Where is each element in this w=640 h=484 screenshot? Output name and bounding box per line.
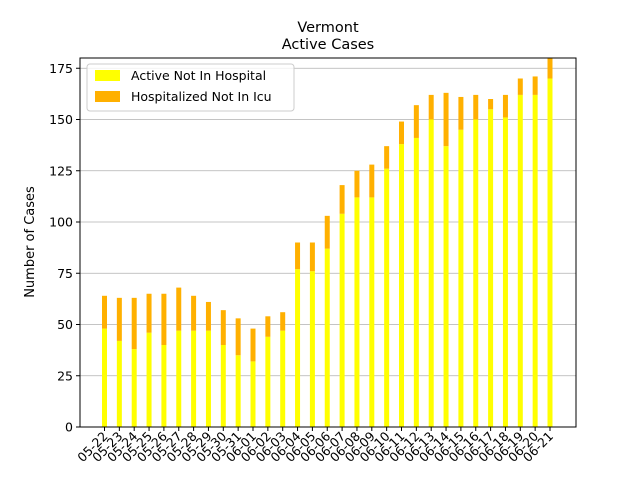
- legend: Active Not In Hospital Hospitalized Not …: [86, 63, 295, 112]
- bar-hospitalized-not-in-icu-06-12: [413, 105, 419, 138]
- bar-active-not-in-hospital-06-12: [413, 137, 419, 427]
- bar-hospitalized-not-in-icu-06-21: [547, 58, 553, 79]
- bar-active-not-in-hospital-06-19: [517, 94, 523, 428]
- bar-active-not-in-hospital-06-07: [339, 213, 345, 427]
- bar-active-not-in-hospital-05-24: [131, 349, 137, 427]
- bar-active-not-in-hospital-05-26: [161, 345, 167, 427]
- y-tick-label-25: 25: [57, 368, 73, 383]
- y-tick-label-150: 150: [49, 112, 73, 127]
- bar-hospitalized-not-in-icu-06-01: [250, 328, 256, 362]
- bar-active-not-in-hospital-05-28: [191, 330, 197, 427]
- bar-active-not-in-hospital-05-25: [146, 332, 152, 427]
- bar-hospitalized-not-in-icu-05-28: [191, 295, 197, 331]
- bar-hospitalized-not-in-icu-05-31: [235, 318, 241, 356]
- bar-active-not-in-hospital-06-03: [280, 330, 286, 427]
- bar-hospitalized-not-in-icu-06-10: [384, 146, 390, 169]
- y-tick-label-0: 0: [65, 420, 73, 435]
- bar-active-not-in-hospital-06-11: [399, 144, 404, 427]
- bar-hospitalized-not-in-icu-06-09: [369, 164, 375, 198]
- legend-swatch-hospitalized-not-in-icu: [95, 91, 120, 102]
- bar-hospitalized-not-in-icu-05-25: [146, 293, 152, 333]
- bar-hospitalized-not-in-icu-06-02: [265, 316, 271, 337]
- bar-hospitalized-not-in-icu-05-27: [176, 287, 182, 331]
- bar-hospitalized-not-in-icu-06-15: [458, 96, 464, 130]
- legend-box: [86, 63, 295, 112]
- bar-active-not-in-hospital-05-22: [102, 328, 107, 427]
- bar-active-not-in-hospital-06-05: [309, 271, 315, 427]
- bar-active-not-in-hospital-05-23: [116, 340, 122, 427]
- bar-active-not-in-hospital-06-18: [502, 117, 508, 427]
- bar-active-not-in-hospital-05-27: [176, 330, 182, 427]
- bar-active-not-in-hospital-06-08: [354, 197, 360, 427]
- y-tick-label-175: 175: [49, 61, 73, 76]
- bar-hospitalized-not-in-icu-06-19: [517, 78, 523, 95]
- bar-hospitalized-not-in-icu-06-13: [428, 94, 434, 120]
- bar-active-not-in-hospital-05-30: [220, 345, 226, 427]
- bar-active-not-in-hospital-06-09: [369, 197, 375, 427]
- bar-active-not-in-hospital-06-15: [458, 129, 464, 427]
- bar-hospitalized-not-in-icu-05-24: [131, 297, 137, 350]
- bar-active-not-in-hospital-06-02: [265, 336, 271, 427]
- bar-hospitalized-not-in-icu-06-06: [324, 215, 330, 249]
- bar-hospitalized-not-in-icu-06-17: [488, 99, 494, 110]
- y-tick-label-100: 100: [49, 215, 73, 230]
- bar-active-not-in-hospital-06-04: [295, 269, 301, 427]
- bar-hospitalized-not-in-icu-05-29: [205, 301, 211, 331]
- legend-swatch-active-not-in-hospital: [95, 70, 120, 81]
- bar-active-not-in-hospital-06-17: [488, 109, 494, 427]
- bar-active-not-in-hospital-05-29: [205, 330, 211, 427]
- y-tick-label-125: 125: [49, 163, 73, 178]
- bars: [102, 58, 553, 428]
- y-tick-label-50: 50: [57, 317, 73, 332]
- bar-hospitalized-not-in-icu-06-03: [280, 312, 286, 331]
- bar-active-not-in-hospital-06-06: [324, 248, 330, 427]
- chart-title-line2: Active Cases: [282, 37, 375, 53]
- bar-active-not-in-hospital-06-14: [443, 146, 449, 427]
- bar-active-not-in-hospital-05-31: [235, 355, 241, 427]
- bar-hospitalized-not-in-icu-05-22: [102, 295, 107, 329]
- plot-area-frame: [79, 57, 577, 428]
- chart-title-line1: Vermont: [297, 20, 359, 36]
- y-tick-label-75: 75: [57, 266, 73, 281]
- bar-hospitalized-not-in-icu-06-11: [399, 121, 404, 145]
- bar-hospitalized-not-in-icu-05-30: [220, 310, 226, 345]
- legend-label-active-not-in-hospital: Active Not In Hospital: [131, 68, 266, 83]
- y-axis-ticks: 0 25 50 75 100 125 150 175: [49, 61, 80, 435]
- bar-active-not-in-hospital-06-10: [384, 168, 390, 427]
- bar-hospitalized-not-in-icu-06-05: [309, 242, 315, 272]
- bar-hospitalized-not-in-icu-06-16: [473, 94, 479, 120]
- y-axis-label: Number of Cases: [23, 186, 38, 298]
- bar-hospitalized-not-in-icu-06-07: [339, 185, 345, 214]
- bar-hospitalized-not-in-icu-06-18: [502, 94, 508, 118]
- bar-active-not-in-hospital-06-01: [250, 361, 256, 427]
- legend-label-hospitalized-not-in-icu: Hospitalized Not In Icu: [131, 89, 272, 104]
- bar-active-not-in-hospital-06-21: [547, 78, 553, 427]
- bar-hospitalized-not-in-icu-06-20: [532, 76, 538, 95]
- bar-hospitalized-not-in-icu-05-26: [161, 293, 167, 345]
- bar-hospitalized-not-in-icu-06-04: [295, 242, 301, 270]
- bar-active-not-in-hospital-06-20: [532, 94, 538, 428]
- bar-hospitalized-not-in-icu-05-23: [116, 297, 122, 341]
- bar-hospitalized-not-in-icu-06-08: [354, 170, 360, 198]
- bar-active-not-in-hospital-06-13: [428, 119, 434, 427]
- bar-hospitalized-not-in-icu-06-14: [443, 92, 449, 147]
- bar-active-not-in-hospital-06-16: [473, 119, 479, 427]
